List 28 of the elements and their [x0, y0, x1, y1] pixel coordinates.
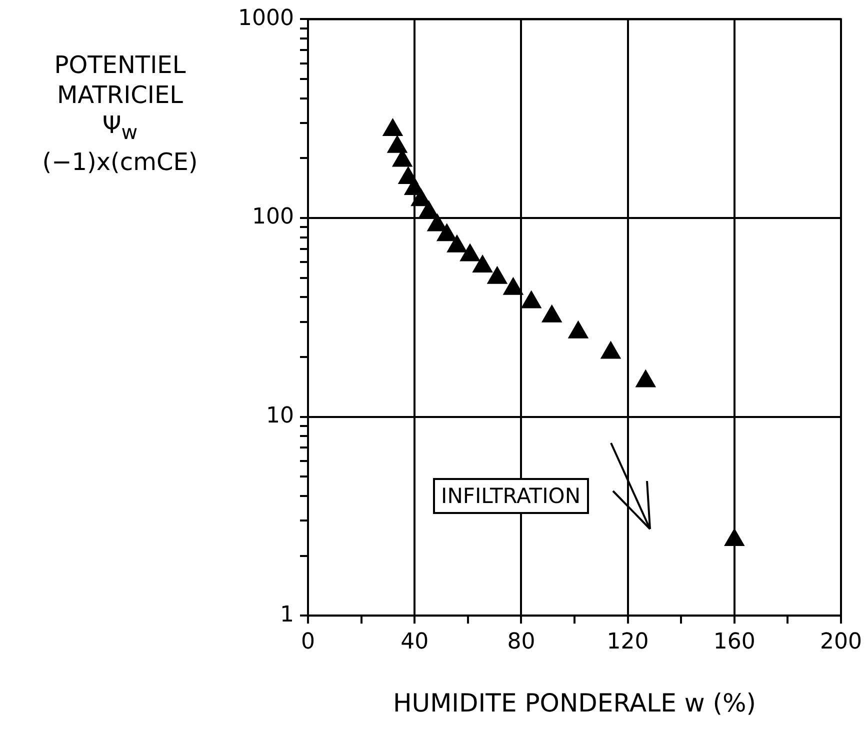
point — [436, 224, 457, 242]
y-axis-title: POTENTIEL MATRICIEL Ψ$_{w}$ (−1)x(cmCE) — [41, 50, 199, 177]
point — [521, 290, 542, 308]
y-tick-label: 1 — [280, 602, 294, 628]
x-tick-label: 160 — [713, 630, 756, 655]
point — [472, 255, 493, 273]
point — [568, 320, 588, 338]
y-tick-label: 1000 — [238, 6, 294, 31]
x-tick-label: 80 — [507, 630, 536, 655]
point — [382, 118, 403, 136]
point — [387, 135, 408, 153]
x-tick-label: 40 — [400, 630, 429, 655]
point — [503, 277, 524, 295]
point — [460, 244, 480, 262]
point — [487, 266, 508, 284]
x-axis-title: HUMIDITE PONDERALE w (%) — [393, 688, 756, 718]
point — [600, 341, 621, 359]
annotation: INFILTRATION — [433, 478, 589, 514]
point — [542, 304, 562, 322]
y-tick-label: 10 — [266, 404, 294, 429]
x-tick-label: 200 — [820, 630, 862, 655]
x-tick-label: 0 — [300, 630, 315, 655]
x-tick-label: 120 — [606, 630, 649, 655]
y-tick-label: 100 — [252, 204, 294, 230]
point — [636, 370, 656, 388]
point — [446, 234, 467, 252]
point — [724, 528, 744, 546]
point — [418, 200, 439, 218]
